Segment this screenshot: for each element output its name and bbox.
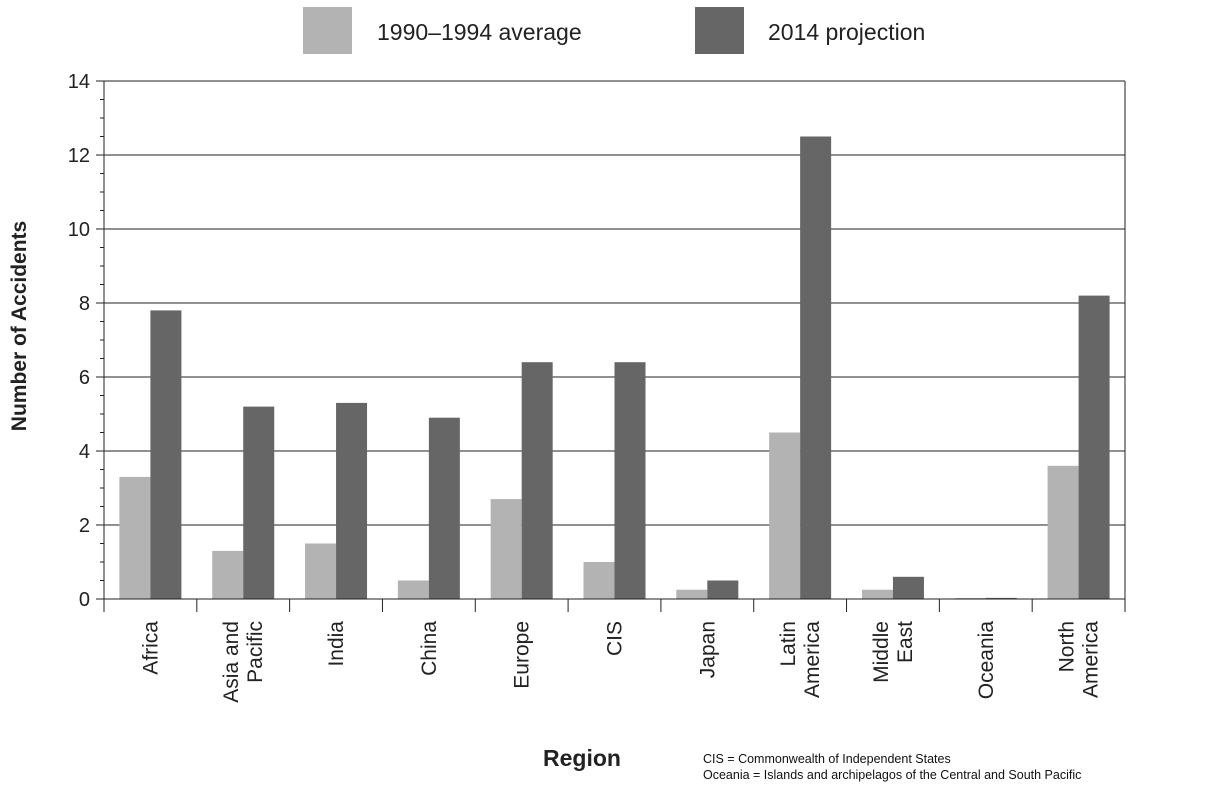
note-oceania: Oceania = Islands and archipelagos of th… (703, 768, 1082, 782)
x-tick-label-line: CIS (604, 621, 627, 656)
x-tick-label-line: North (1056, 621, 1079, 672)
bar-projection-2014 (428, 417, 460, 599)
x-tick-label-line: Latin (777, 621, 800, 667)
x-tick-label-line: Pacific (244, 621, 267, 683)
x-tick-label: Latin America (777, 621, 824, 698)
bar-avg-1990-1994 (583, 562, 615, 599)
y-tick-label: 2 (79, 515, 90, 537)
x-tick-label: Asia and Pacific (220, 621, 267, 703)
bar-avg-1990-1994 (490, 499, 522, 599)
legend-label: 1990–1994 average (377, 19, 582, 45)
x-tick-label-line: America (801, 621, 824, 698)
bar-projection-2014 (614, 362, 646, 599)
x-tick-label: CIS (604, 621, 627, 656)
bar-projection-2014 (1078, 295, 1110, 599)
y-tick-label: 6 (79, 367, 90, 389)
x-tick-label-line: Middle (870, 621, 893, 683)
x-tick-label: Oceania (975, 621, 998, 700)
x-tick-label-line: Asia and (220, 621, 243, 703)
bar-projection-2014 (521, 362, 553, 599)
legend-label: 2014 projection (768, 19, 925, 45)
bar-projection-2014 (800, 136, 832, 599)
bar-avg-1990-1994 (397, 580, 429, 599)
x-tick-label: China (418, 621, 441, 676)
y-tick-label: 12 (68, 145, 90, 167)
bar-projection-2014 (892, 576, 924, 599)
x-tick-label-line: China (418, 621, 441, 676)
y-tick-labels: 0 2 4 6 8 10 12 14 (68, 71, 90, 611)
x-tick-label: Japan (696, 621, 719, 678)
x-tick-label-line: Africa (139, 621, 162, 675)
bars (119, 136, 1110, 599)
y-axis-label: Number of Accidents (8, 221, 31, 431)
y-tick-label: 8 (79, 293, 90, 315)
bar-projection-2014 (985, 597, 1017, 599)
bar-projection-2014 (707, 580, 739, 599)
legend-swatch (303, 7, 352, 54)
legend: 1990–1994 average 2014 projection (303, 7, 925, 54)
x-tick-label: North America (1056, 621, 1103, 698)
x-tick-label: Europe (511, 621, 534, 689)
bar-avg-1990-1994 (861, 589, 893, 599)
x-axis-label: Region (543, 745, 621, 771)
axes (96, 80, 1126, 612)
bar-projection-2014 (150, 310, 182, 599)
x-tick-labels: Africa Asia and Pacific India China Europe CIS… (139, 621, 1102, 703)
x-tick-label-line: Oceania (975, 621, 998, 700)
y-tick-label: 4 (79, 441, 90, 463)
y-tick-label: 0 (79, 589, 90, 611)
x-tick-label: India (325, 621, 348, 667)
bar-avg-1990-1994 (119, 476, 151, 599)
x-tick-label: Middle East (870, 621, 917, 683)
bar-avg-1990-1994 (1047, 465, 1079, 599)
y-tick-label: 14 (68, 71, 90, 93)
bar-projection-2014 (336, 402, 368, 599)
bar-avg-1990-1994 (305, 543, 337, 599)
legend-swatch (695, 7, 744, 54)
x-tick-label: Africa (139, 621, 162, 675)
y-tick-label: 10 (68, 219, 90, 241)
x-tick-label-line: America (1080, 621, 1103, 698)
note-cis: CIS = Commonwealth of Independent States (703, 752, 951, 766)
bar-avg-1990-1994 (676, 589, 708, 599)
x-tick-label-line: India (325, 621, 348, 667)
x-tick-label-line: Europe (511, 621, 534, 689)
bar-projection-2014 (243, 406, 275, 599)
x-tick-label-line: East (894, 621, 917, 663)
bar-avg-1990-1994 (212, 550, 244, 599)
bar-avg-1990-1994 (769, 432, 801, 599)
x-tick-label-line: Japan (696, 621, 719, 678)
